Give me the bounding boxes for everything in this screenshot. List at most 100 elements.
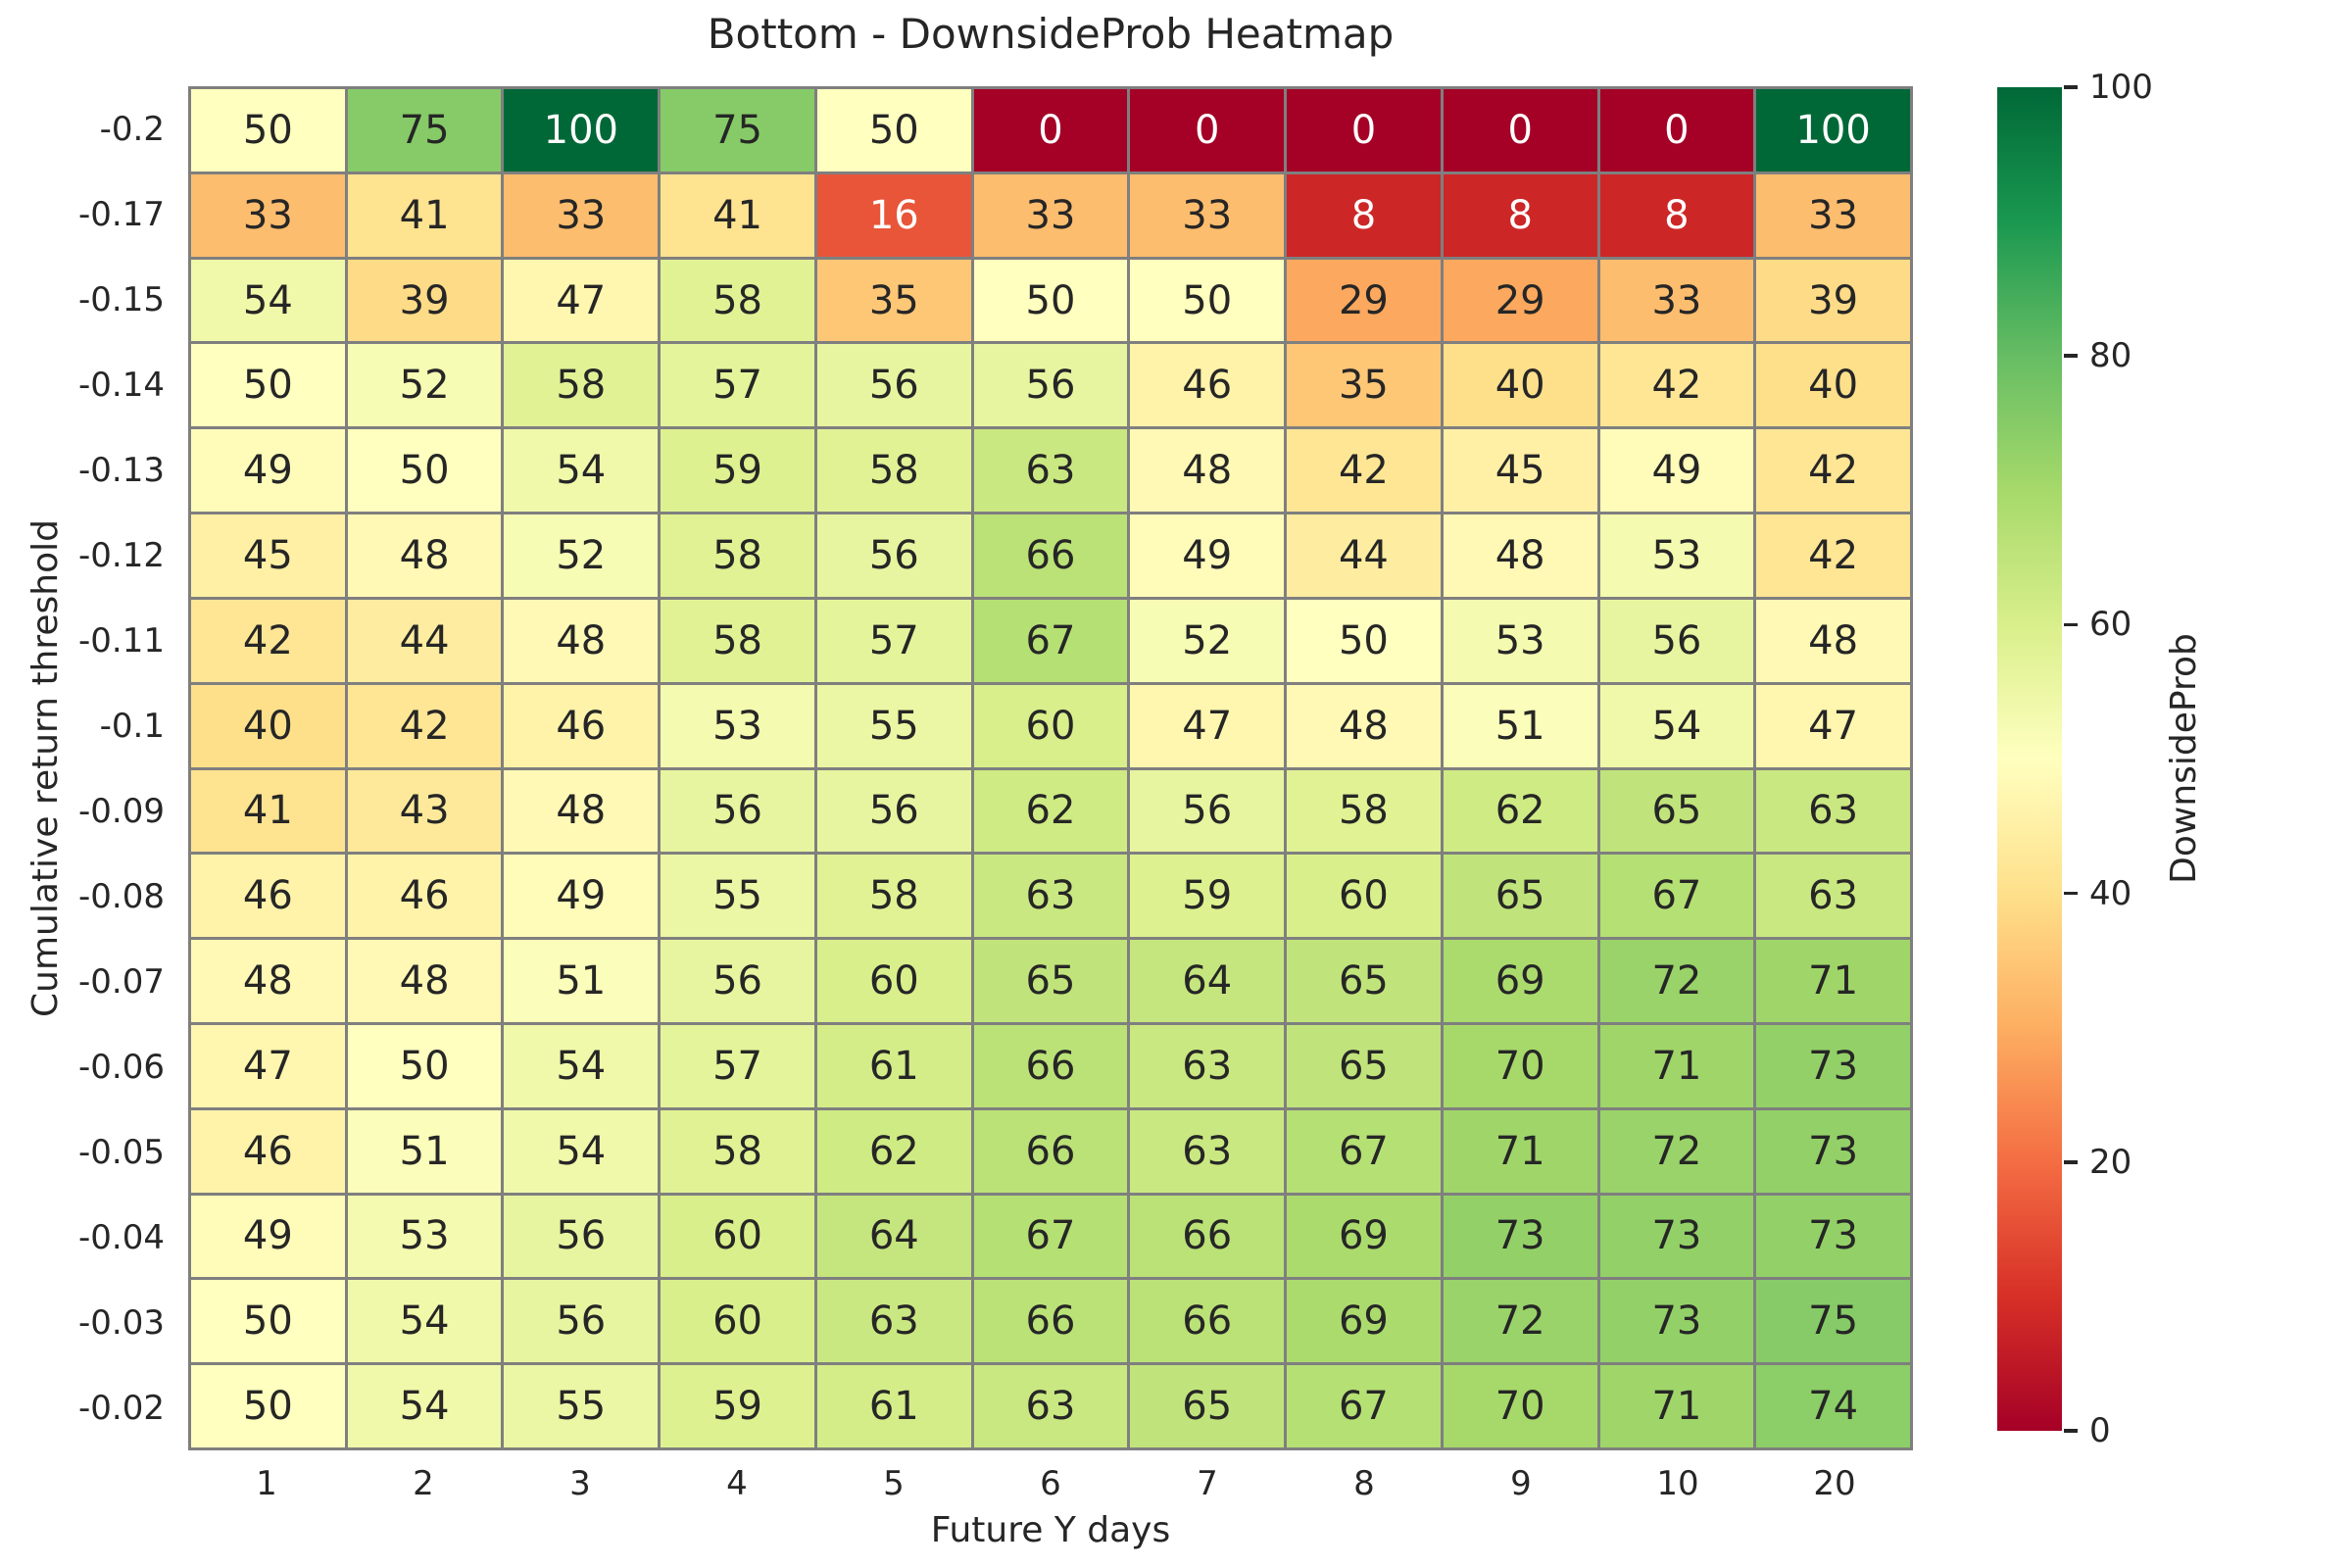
heatmap-cell: 35: [816, 259, 971, 342]
heatmap-cell: 66: [973, 1109, 1128, 1193]
heatmap-cell: 29: [1287, 259, 1441, 342]
heatmap-cell: 56: [816, 514, 971, 597]
heatmap-cell: 58: [816, 429, 971, 513]
heatmap-cell: 63: [973, 429, 1128, 513]
heatmap-cell: 33: [973, 173, 1128, 257]
heatmap-cell: 63: [973, 1365, 1128, 1447]
heatmap-cell: 55: [661, 855, 814, 938]
heatmap-cell: 71: [1599, 1024, 1754, 1107]
heatmap-cell: 48: [1287, 684, 1441, 767]
heatmap-cell: 53: [661, 684, 814, 767]
heatmap-cell: 8: [1443, 173, 1597, 257]
heatmap-cell: 40: [1443, 344, 1597, 427]
heatmap-cell: 47: [191, 1024, 345, 1107]
heatmap-cell: 0: [1599, 89, 1754, 172]
heatmap-cell: 70: [1443, 1024, 1597, 1107]
heatmap-cell: 58: [661, 514, 814, 597]
colorbar-gradient: [1997, 87, 2062, 1431]
heatmap-cell: 50: [191, 1280, 345, 1363]
heatmap-cell: 54: [347, 1280, 502, 1363]
heatmap-cell: 59: [1130, 855, 1285, 938]
heatmap-cell: 0: [1130, 89, 1285, 172]
heatmap-cell: 47: [1130, 684, 1285, 767]
heatmap-cell: 73: [1756, 1195, 1910, 1278]
heatmap-cell: 49: [1599, 429, 1754, 513]
heatmap-cell: 0: [1287, 89, 1441, 172]
heatmap-cell: 63: [1130, 1024, 1285, 1107]
heatmap-cell: 46: [191, 855, 345, 938]
heatmap-cell: 39: [347, 259, 502, 342]
heatmap-cell: 67: [1287, 1365, 1441, 1447]
heatmap-cell: 63: [816, 1280, 971, 1363]
heatmap-cell: 56: [1130, 769, 1285, 853]
heatmap-cell: 48: [1443, 514, 1597, 597]
heatmap-cell: 51: [1443, 684, 1597, 767]
heatmap-cell: 60: [1287, 855, 1441, 938]
x-tick-label: 8: [1353, 1464, 1375, 1503]
colorbar-tick-mark: [2064, 891, 2078, 896]
heatmap-cell: 58: [661, 1109, 814, 1193]
colorbar-tick-mark: [2064, 1429, 2078, 1433]
heatmap-cell: 60: [973, 684, 1128, 767]
y-tick-label: -0.09: [78, 791, 165, 831]
heatmap-cell: 54: [191, 259, 345, 342]
heatmap-cell: 65: [1599, 769, 1754, 853]
heatmap-cell: 72: [1599, 1109, 1754, 1193]
heatmap-cell: 16: [816, 173, 971, 257]
heatmap-cell: 35: [1287, 344, 1441, 427]
colorbar-tick-mark: [2064, 1160, 2078, 1164]
heatmap-cell: 33: [1130, 173, 1285, 257]
heatmap-cell: 75: [1756, 1280, 1910, 1363]
heatmap-cell: 52: [504, 514, 659, 597]
heatmap-cell: 42: [191, 599, 345, 682]
heatmap-cell: 71: [1443, 1109, 1597, 1193]
heatmap-cell: 62: [1443, 769, 1597, 853]
heatmap-cell: 49: [1130, 514, 1285, 597]
x-tick-label: 9: [1510, 1464, 1532, 1503]
y-tick-label: -0.04: [78, 1217, 165, 1257]
x-tick-label: 4: [726, 1464, 748, 1503]
heatmap-cell: 69: [1287, 1280, 1441, 1363]
heatmap-cell: 54: [504, 1024, 659, 1107]
x-tick-label: 3: [569, 1464, 591, 1503]
heatmap-cell: 42: [1756, 514, 1910, 597]
heatmap-cell: 64: [1130, 940, 1285, 1022]
y-tick-label: -0.14: [78, 365, 165, 405]
heatmap-cell: 56: [504, 1195, 659, 1278]
heatmap-cell: 67: [973, 1195, 1128, 1278]
heatmap-cell: 66: [973, 1024, 1128, 1107]
heatmap-cell: 73: [1599, 1280, 1754, 1363]
heatmap-cell: 51: [504, 940, 659, 1022]
heatmap-cell: 71: [1599, 1365, 1754, 1447]
heatmap-cell: 56: [661, 940, 814, 1022]
y-tick-label: -0.07: [78, 961, 165, 1002]
heatmap-cell: 53: [347, 1195, 502, 1278]
y-tick-label: -0.1: [99, 706, 165, 746]
y-tick-label: -0.12: [78, 535, 165, 575]
heatmap-cell: 75: [661, 89, 814, 172]
x-tick-label: 20: [1813, 1464, 1856, 1503]
heatmap-cell: 42: [1599, 344, 1754, 427]
heatmap-cell: 50: [1130, 259, 1285, 342]
y-tick-label: -0.15: [78, 279, 165, 319]
heatmap-cell: 59: [661, 429, 814, 513]
heatmap-cell: 55: [504, 1365, 659, 1447]
heatmap-cell: 60: [661, 1280, 814, 1363]
heatmap-cell: 50: [347, 429, 502, 513]
heatmap-cell: 63: [1756, 769, 1910, 853]
heatmap-cell: 66: [973, 514, 1128, 597]
heatmap-cell: 100: [504, 89, 659, 172]
heatmap-cell: 58: [661, 259, 814, 342]
y-tick-label: -0.2: [99, 109, 165, 149]
heatmap-cell: 67: [973, 599, 1128, 682]
heatmap-cell: 0: [1443, 89, 1597, 172]
heatmap-cell: 41: [191, 769, 345, 853]
heatmap-cell: 58: [661, 599, 814, 682]
heatmap-cell: 48: [347, 940, 502, 1022]
heatmap-cell: 53: [1443, 599, 1597, 682]
heatmap-cell: 39: [1756, 259, 1910, 342]
heatmap-cell: 73: [1443, 1195, 1597, 1278]
heatmap-cell: 65: [1130, 1365, 1285, 1447]
colorbar-tick-mark: [2064, 85, 2078, 89]
heatmap-cell: 65: [973, 940, 1128, 1022]
